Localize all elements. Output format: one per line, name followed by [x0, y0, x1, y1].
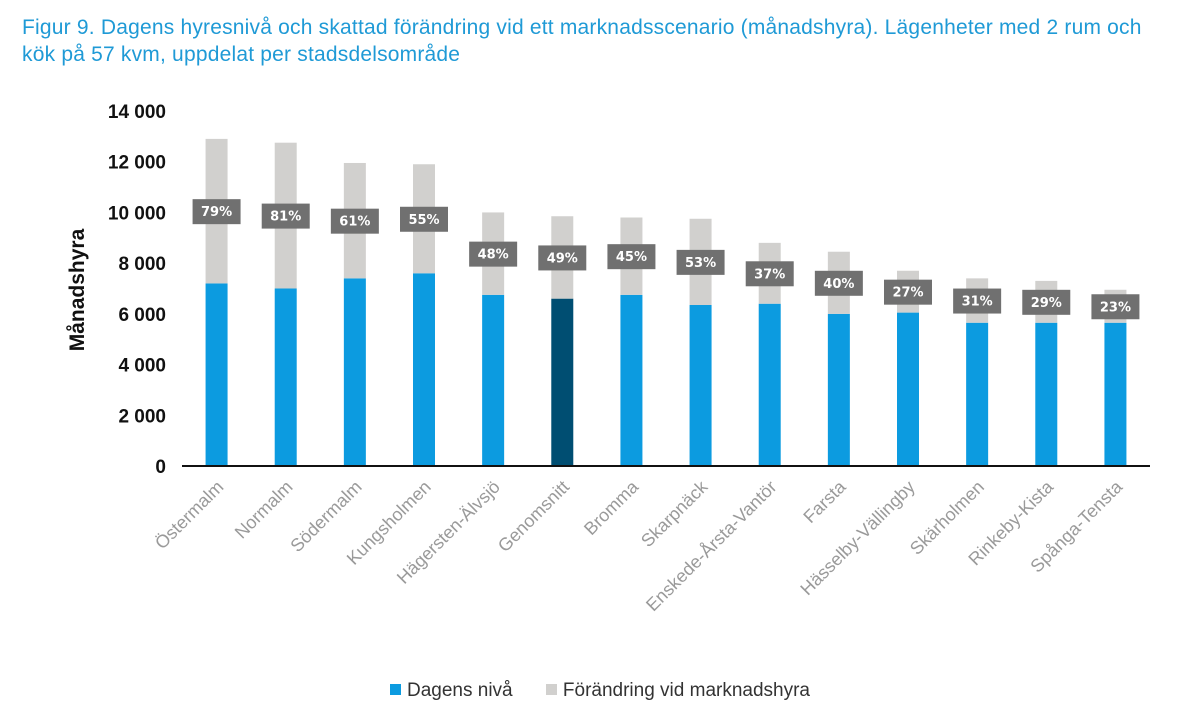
x-tick-label: Hässelby-Vällingby — [796, 477, 918, 599]
percent-label-box — [400, 206, 448, 232]
percent-label-box — [607, 244, 656, 270]
y-tick-label: 0 — [155, 457, 166, 478]
percent-label-box — [1091, 294, 1140, 320]
chart-title: Figur 9. Dagens hyresnivå och skattad fö… — [22, 16, 1142, 66]
bar-current — [205, 283, 228, 466]
y-tick-label: 2 000 — [118, 406, 166, 427]
x-tick-label: Bromma — [580, 476, 643, 539]
percent-label: 27% — [892, 286, 923, 301]
bar-current — [343, 278, 366, 466]
x-tick-label: Östermalm — [151, 477, 227, 553]
percent-label: 49% — [547, 251, 578, 266]
legend-swatch-change — [545, 684, 557, 695]
legend-label-change: Förändring vid marknadshyra — [562, 680, 811, 701]
percent-label-box — [884, 279, 932, 305]
bar-current — [1104, 322, 1127, 466]
bar-current — [1035, 322, 1058, 466]
percent-label: 53% — [685, 256, 716, 271]
percent-label: 45% — [616, 250, 647, 265]
percent-label: 81% — [270, 210, 301, 225]
percent-label: 48% — [478, 248, 509, 263]
percent-label: 40% — [823, 277, 854, 292]
legend-swatch-current — [389, 684, 401, 695]
bar-current — [966, 322, 989, 466]
bar-current — [620, 294, 643, 466]
x-tick-label: Farsta — [799, 476, 850, 527]
bar-current — [897, 312, 919, 466]
percent-label: 29% — [1031, 296, 1062, 311]
legend-item-change: Förändring vid marknadshyra — [545, 680, 811, 702]
x-tick-label: Genomsnitt — [494, 477, 573, 556]
percent-label-box — [330, 208, 379, 234]
legend-item-current: Dagens nivå — [389, 680, 513, 702]
y-tick-label: 6 000 — [118, 305, 166, 326]
bar-current — [482, 294, 505, 466]
bar-current — [413, 273, 435, 466]
percent-label-box — [814, 270, 863, 296]
percent-label-box — [261, 203, 310, 229]
percent-label-box — [676, 249, 725, 275]
y-tick-label: 10 000 — [108, 203, 166, 224]
x-tick-label: Normalm — [231, 477, 297, 543]
percent-label: 37% — [754, 267, 785, 282]
percent-label-box — [1022, 289, 1071, 315]
x-tick-label: Enskede-Årsta-Vantör — [642, 477, 780, 615]
legend: Dagens nivå Förändring vid marknadshyra — [0, 680, 1200, 702]
bar-current — [758, 303, 781, 466]
x-tick-label: Skarpnäck — [637, 476, 712, 551]
bar-current — [551, 298, 574, 466]
y-tick-label: 4 000 — [118, 356, 166, 377]
y-tick-label: 14 000 — [108, 102, 166, 123]
bar-current — [274, 288, 297, 466]
y-tick-label: 12 000 — [108, 153, 166, 174]
y-tick-label: 8 000 — [118, 254, 166, 275]
bar-current — [827, 313, 850, 466]
percent-label: 55% — [408, 213, 439, 228]
percent-label: 79% — [201, 205, 232, 220]
percent-label-box — [469, 241, 518, 267]
percent-label-box — [745, 261, 794, 287]
percent-label: 61% — [339, 215, 370, 230]
percent-label-box — [953, 288, 1002, 314]
percent-label-box — [538, 245, 587, 271]
y-axis-label: Månadshyra — [66, 228, 89, 351]
percent-label: 23% — [1100, 300, 1131, 315]
percent-label-box — [192, 199, 241, 225]
legend-label-current: Dagens nivå — [406, 680, 513, 701]
percent-label: 31% — [962, 295, 993, 310]
bar-current — [689, 304, 712, 466]
